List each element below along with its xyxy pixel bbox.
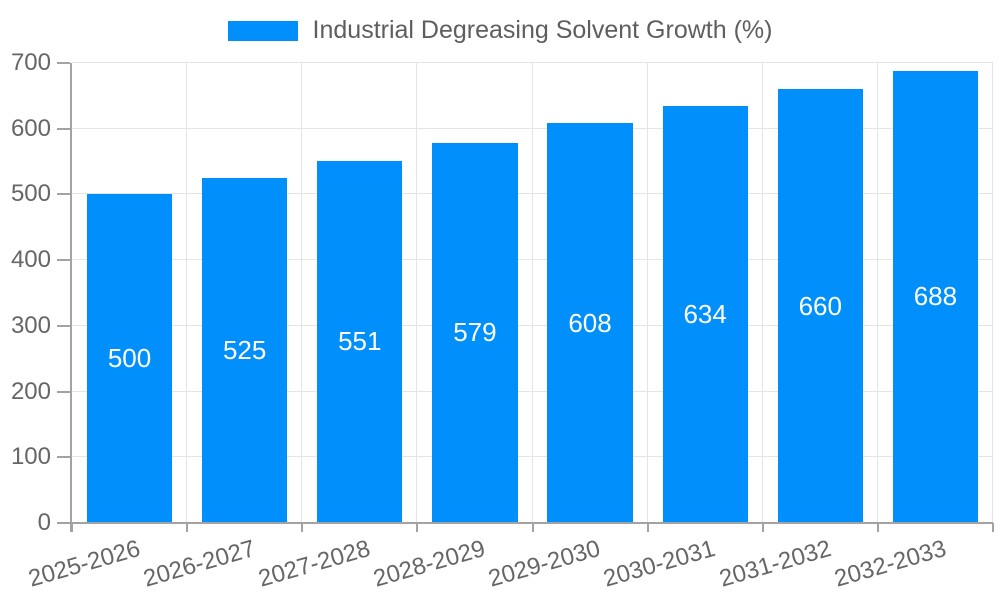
gridline-horizontal bbox=[72, 324, 993, 326]
bar[interactable]: 525 bbox=[202, 178, 288, 523]
gridline-vertical bbox=[992, 63, 993, 523]
bar-value-label: 660 bbox=[798, 290, 842, 321]
y-tick-label: 700 bbox=[10, 49, 51, 76]
y-tick-mark bbox=[57, 390, 70, 393]
y-tick-mark bbox=[57, 62, 70, 64]
x-tick-mark bbox=[71, 523, 73, 532]
bar[interactable]: 660 bbox=[777, 89, 863, 523]
x-tick-label: 2030-2031 bbox=[600, 535, 719, 593]
x-tick-label: 2032-2033 bbox=[831, 535, 949, 593]
bar[interactable]: 608 bbox=[547, 123, 633, 523]
x-tick-mark bbox=[186, 523, 189, 532]
gridline-horizontal bbox=[72, 259, 993, 261]
y-tick-label: 500 bbox=[10, 180, 51, 208]
gridline-horizontal bbox=[72, 193, 993, 195]
x-tick-mark bbox=[301, 523, 304, 532]
bar[interactable]: 551 bbox=[317, 160, 403, 523]
gridline-vertical bbox=[876, 63, 878, 523]
x-tick-label: 2026-2027 bbox=[140, 535, 259, 593]
x-tick-label: 2025-2026 bbox=[25, 535, 144, 593]
bar[interactable]: 500 bbox=[86, 194, 173, 523]
y-tick-mark bbox=[57, 259, 70, 262]
y-tick-mark bbox=[57, 522, 70, 524]
x-tick-label: 2027-2028 bbox=[255, 535, 374, 593]
chart-legend[interactable]: Industrial Degreasing Solvent Growth (%) bbox=[0, 16, 1000, 45]
x-tick-mark bbox=[531, 523, 534, 532]
bar-value-label: 688 bbox=[913, 281, 958, 312]
bar-value-label: 525 bbox=[222, 335, 267, 365]
legend-swatch-icon bbox=[227, 20, 298, 41]
legend-series-label: Industrial Degreasing Solvent Growth (%) bbox=[312, 16, 773, 44]
gridline-vertical bbox=[531, 63, 533, 523]
gridline-vertical bbox=[301, 63, 303, 523]
bar[interactable]: 579 bbox=[432, 142, 518, 523]
gridline-vertical bbox=[186, 63, 188, 523]
x-tick-mark bbox=[761, 523, 764, 532]
y-tick-mark bbox=[57, 456, 70, 459]
bar[interactable]: 688 bbox=[892, 70, 979, 523]
y-tick-label: 100 bbox=[10, 443, 51, 471]
gridline-vertical bbox=[416, 63, 418, 523]
gridline-horizontal bbox=[72, 127, 993, 129]
bar-value-label: 579 bbox=[453, 317, 497, 348]
bar-value-label: 500 bbox=[107, 343, 152, 374]
bar-value-label: 608 bbox=[568, 307, 612, 338]
gridline-horizontal bbox=[72, 62, 993, 63]
y-tick-mark bbox=[57, 324, 70, 327]
bar-value-label: 551 bbox=[338, 326, 382, 357]
x-tick-label: 2031-2032 bbox=[715, 535, 834, 593]
x-tick-mark bbox=[992, 523, 994, 532]
bar-value-label: 634 bbox=[683, 299, 727, 330]
x-tick-label: 2028-2029 bbox=[370, 535, 489, 593]
x-tick-mark bbox=[416, 523, 419, 532]
x-tick-label: 2029-2030 bbox=[485, 535, 604, 593]
x-tick-mark bbox=[876, 523, 879, 532]
y-tick-label: 0 bbox=[37, 509, 51, 536]
y-tick-label: 600 bbox=[10, 114, 51, 142]
x-tick-mark bbox=[646, 523, 649, 532]
y-tick-label: 200 bbox=[10, 377, 51, 405]
gridline-horizontal bbox=[72, 456, 993, 458]
gridline-horizontal bbox=[72, 390, 993, 392]
bar[interactable]: 634 bbox=[662, 106, 748, 523]
gridline-vertical bbox=[761, 63, 763, 523]
y-axis-line bbox=[70, 63, 72, 532]
y-tick-label: 400 bbox=[10, 246, 51, 274]
y-tick-mark bbox=[57, 193, 70, 196]
gridline-vertical bbox=[646, 63, 648, 523]
y-tick-label: 300 bbox=[10, 311, 51, 339]
y-tick-mark bbox=[57, 127, 70, 130]
